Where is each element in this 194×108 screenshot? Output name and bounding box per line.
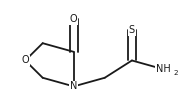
Text: N: N <box>70 81 77 91</box>
Text: NH: NH <box>156 64 170 74</box>
Text: S: S <box>129 25 135 35</box>
Text: O: O <box>21 56 29 65</box>
Text: O: O <box>70 14 78 24</box>
Text: 2: 2 <box>173 70 178 76</box>
